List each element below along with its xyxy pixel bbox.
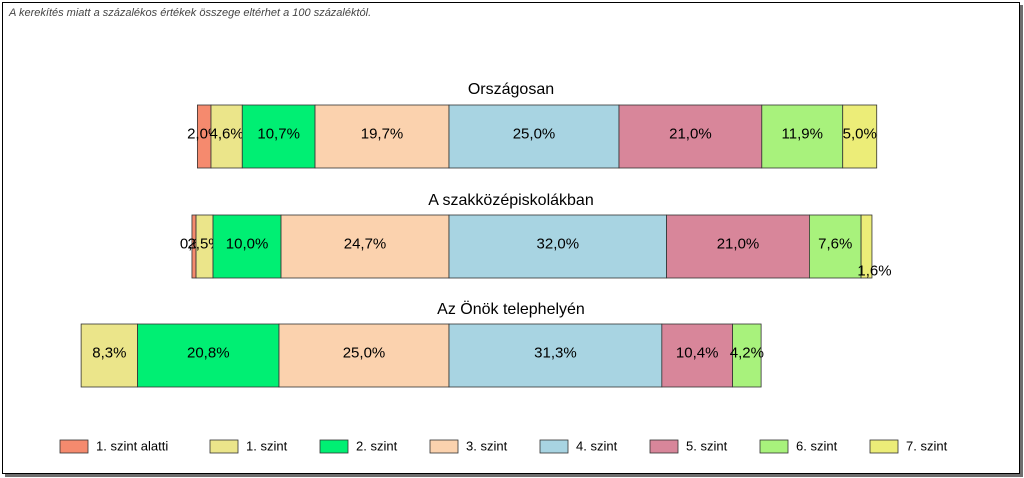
bar-segment: [448, 214, 668, 279]
legend-swatch: [539, 439, 569, 454]
group-title: Országosan: [468, 81, 554, 98]
bar-segment: [241, 104, 316, 169]
data-label: 4,6%: [210, 125, 244, 142]
legend-label: 4. szint: [576, 438, 618, 453]
bar-segment: [661, 323, 733, 388]
bar-segment: [210, 104, 243, 169]
data-label: 10,4%: [676, 344, 719, 361]
bar-segment: [280, 214, 450, 279]
legend-swatch: [649, 439, 679, 454]
data-label: 5,0%: [843, 125, 877, 142]
legend-swatch: [869, 439, 899, 454]
bar-segment: [732, 323, 762, 388]
legend-swatch: [209, 439, 239, 454]
data-label: 10,7%: [257, 125, 300, 142]
data-label: 21,0%: [669, 125, 712, 142]
group-title: Az Önök telephelyén: [437, 300, 585, 318]
bar-segment: [860, 214, 873, 279]
legend-label: 5. szint: [686, 438, 728, 453]
bar-segment: [278, 323, 450, 388]
data-label: 25,0%: [513, 125, 556, 142]
data-label: 11,9%: [782, 125, 823, 142]
bar-segment: [666, 214, 810, 279]
data-label: 19,7%: [361, 125, 404, 142]
data-label: 24,7%: [344, 235, 387, 252]
legend-swatch: [59, 439, 89, 454]
bar-segment: [448, 104, 620, 169]
bar-segment: [618, 104, 763, 169]
bar-segment: [761, 104, 844, 169]
legend-label: 7. szint: [906, 438, 948, 453]
data-label: 7,6%: [818, 235, 852, 252]
data-label: 31,3%: [534, 344, 577, 361]
data-label: 21,0%: [717, 235, 760, 252]
data-label: 20,8%: [187, 344, 230, 361]
bar-segment: [842, 104, 878, 169]
bar-segment: [212, 214, 282, 279]
data-label: 1,6%: [857, 262, 891, 279]
legend-label: 1. szint: [246, 438, 288, 453]
group-title: A szakközépiskolákban: [428, 192, 593, 209]
rounding-note: A kerekítés miatt a százalékos értékek ö…: [9, 7, 372, 19]
data-label: 32,0%: [537, 235, 580, 252]
data-label: 8,3%: [92, 344, 126, 361]
data-label: 25,0%: [343, 344, 386, 361]
legend-label: 6. szint: [796, 438, 838, 453]
legend-label: 3. szint: [466, 438, 508, 453]
data-label: 4,2%: [730, 344, 764, 361]
bar-segment: [448, 323, 663, 388]
bar-segment: [80, 323, 138, 388]
legend-swatch: [429, 439, 459, 454]
legend-swatch: [759, 439, 789, 454]
legend-label: 1. szint alatti: [96, 438, 168, 453]
bar-segment: [809, 214, 862, 279]
legend-label: 2. szint: [356, 438, 398, 453]
bar-segment: [137, 323, 280, 388]
legend-swatch: [319, 439, 349, 454]
data-label: 10,0%: [226, 235, 269, 252]
